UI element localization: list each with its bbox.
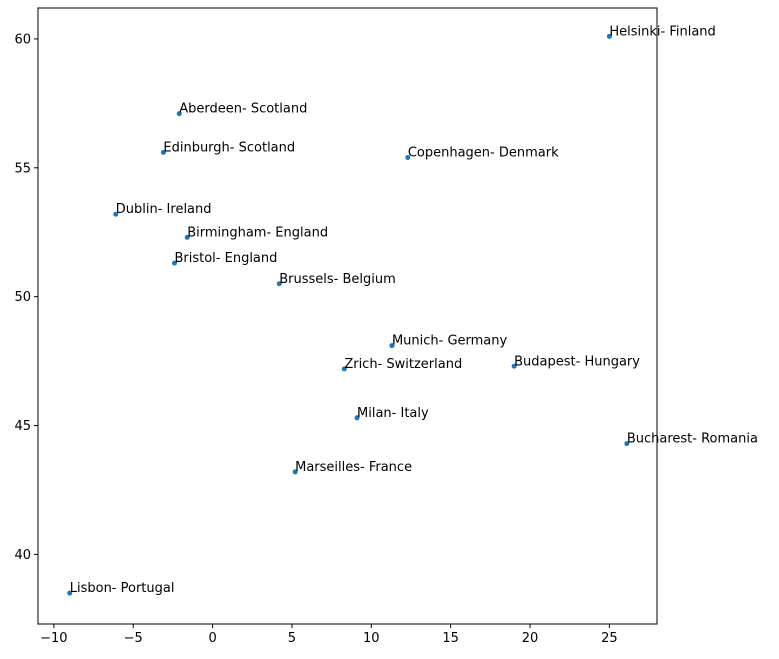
data-point bbox=[276, 281, 282, 287]
data-point bbox=[113, 211, 119, 217]
x-tick-label: 5 bbox=[288, 631, 296, 646]
point-label: Brussels- Belgium bbox=[279, 272, 396, 287]
data-point bbox=[624, 441, 630, 447]
y-tick-label: 45 bbox=[14, 419, 31, 434]
point-label: Munich- Germany bbox=[392, 334, 508, 349]
point-label: Zrich- Switzerland bbox=[344, 357, 462, 372]
point-label: Lisbon- Portugal bbox=[70, 581, 175, 596]
y-tick-label: 55 bbox=[14, 161, 31, 176]
data-point bbox=[354, 415, 360, 421]
x-tick-label: 20 bbox=[522, 631, 539, 646]
point-label: Edinburgh- Scotland bbox=[163, 140, 295, 155]
data-point bbox=[171, 260, 177, 266]
data-point bbox=[160, 149, 166, 155]
y-tick-label: 60 bbox=[14, 32, 31, 47]
y-tick-label: 40 bbox=[14, 548, 31, 563]
y-axis: 40 45 50 55 60 bbox=[14, 32, 38, 563]
x-axis: −10 −5 0 5 10 15 20 25 bbox=[40, 624, 618, 646]
point-label: Budapest- Hungary bbox=[514, 354, 640, 369]
plot-area bbox=[37, 7, 658, 625]
x-tick-label: 0 bbox=[208, 631, 216, 646]
point-label: Dublin- Ireland bbox=[116, 202, 212, 217]
x-tick-label: 10 bbox=[363, 631, 380, 646]
point-label: Aberdeen- Scotland bbox=[179, 102, 307, 117]
x-tick-label: −10 bbox=[40, 631, 67, 646]
point-label: Marseilles- France bbox=[295, 460, 412, 475]
data-point bbox=[389, 343, 395, 349]
point-label: Milan- Italy bbox=[357, 406, 429, 421]
point-label: Bristol- England bbox=[174, 251, 277, 266]
y-tick-label: 50 bbox=[14, 290, 31, 305]
data-points: Helsinki- Finland Aberdeen- Scotland Edinb… bbox=[67, 24, 758, 596]
x-tick-label: 25 bbox=[601, 631, 618, 646]
data-point bbox=[405, 154, 411, 160]
data-point bbox=[176, 111, 182, 117]
x-tick-label: 15 bbox=[442, 631, 459, 646]
x-tick-label: −5 bbox=[124, 631, 143, 646]
point-label: Helsinki- Finland bbox=[609, 24, 715, 39]
data-point bbox=[292, 469, 298, 475]
data-point bbox=[184, 234, 190, 240]
point-label: Copenhagen- Denmark bbox=[408, 145, 559, 160]
data-point bbox=[511, 363, 517, 369]
point-label: Birmingham- England bbox=[187, 225, 328, 240]
data-point bbox=[67, 590, 73, 596]
point-label: Bucharest- Romania bbox=[627, 432, 758, 447]
data-point bbox=[341, 366, 347, 372]
data-point bbox=[606, 33, 612, 39]
